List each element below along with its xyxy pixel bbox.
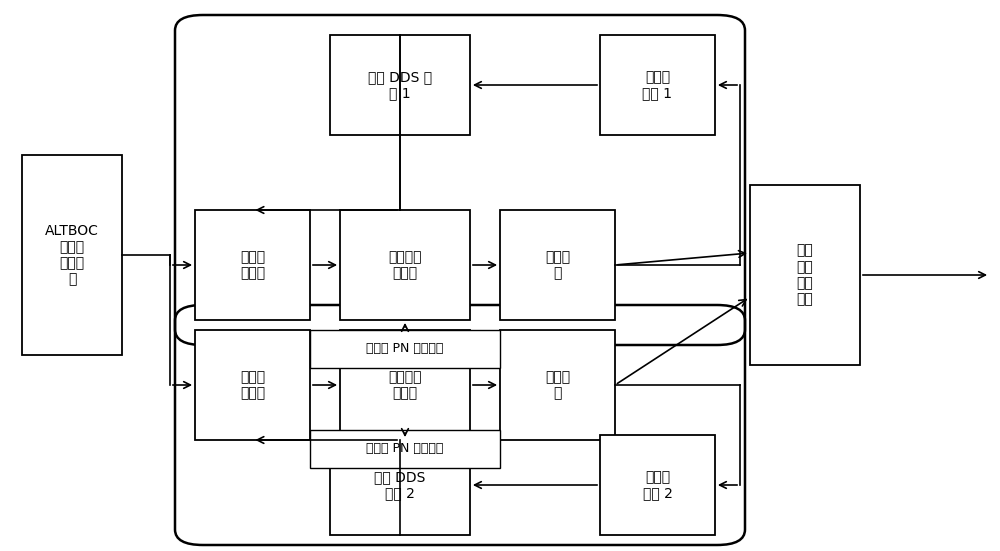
FancyBboxPatch shape	[600, 435, 715, 535]
Text: 第二路 PN 码输入端: 第二路 PN 码输入端	[366, 442, 444, 456]
FancyBboxPatch shape	[310, 430, 500, 468]
FancyBboxPatch shape	[330, 435, 470, 535]
Text: 相乘解扩
模块一: 相乘解扩 模块一	[388, 250, 422, 280]
FancyBboxPatch shape	[500, 330, 615, 440]
Text: 下变频
模块一: 下变频 模块一	[240, 250, 265, 280]
Text: 环路滤
波器 2: 环路滤 波器 2	[643, 470, 672, 500]
Text: 相关器
二: 相关器 二	[545, 370, 570, 400]
FancyBboxPatch shape	[310, 330, 500, 368]
Text: 载波 DDS 模
块 1: 载波 DDS 模 块 1	[368, 70, 432, 100]
Text: 相乘解扩
模块二: 相乘解扩 模块二	[388, 370, 422, 400]
Text: 载波 DDS
模块 2: 载波 DDS 模块 2	[374, 470, 426, 500]
Text: 第一路 PN 码输入端: 第一路 PN 码输入端	[366, 343, 444, 355]
FancyBboxPatch shape	[195, 330, 310, 440]
FancyBboxPatch shape	[330, 35, 470, 135]
FancyBboxPatch shape	[22, 155, 122, 355]
Text: 下变频
模块二: 下变频 模块二	[240, 370, 265, 400]
Text: 相关器
一: 相关器 一	[545, 250, 570, 280]
FancyBboxPatch shape	[750, 185, 860, 365]
FancyBboxPatch shape	[500, 210, 615, 320]
Text: ALTBOC
中频信
号输入
端: ALTBOC 中频信 号输入 端	[45, 224, 99, 287]
FancyBboxPatch shape	[600, 35, 715, 135]
Text: 环路滤
波器 1: 环路滤 波器 1	[642, 70, 672, 100]
FancyBboxPatch shape	[340, 330, 470, 440]
Text: 加权
组合
鉴别
模块: 加权 组合 鉴别 模块	[797, 244, 813, 306]
FancyBboxPatch shape	[340, 210, 470, 320]
FancyBboxPatch shape	[195, 210, 310, 320]
